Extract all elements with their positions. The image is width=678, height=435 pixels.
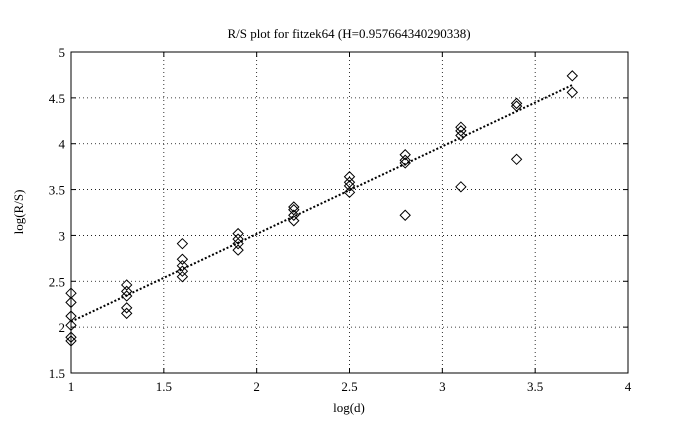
data-point [176,253,189,265]
data-point [120,302,133,314]
x-tick-label: 1 [68,379,75,394]
data-point [120,307,133,320]
data-point [566,86,579,99]
data-point [65,331,77,343]
x-tick-label: 3.5 [527,379,543,394]
data-point [455,129,467,142]
y-tick-label: 2.5 [49,274,65,289]
data-point [343,171,356,183]
data-point [65,335,77,347]
data-point [343,180,356,192]
data-point [65,319,77,332]
data-point [288,209,300,221]
data-point [120,279,133,291]
data-point [176,237,189,250]
data-point [288,204,300,216]
data-point [399,209,411,221]
y-tick-label: 5 [59,45,66,60]
x-tick-label: 3 [439,379,446,394]
data-point [176,270,189,283]
y-axis-label: log(R/S) [11,190,26,235]
x-tick-label: 4 [625,379,632,394]
x-tick-label: 1.5 [156,379,172,394]
y-tick-label: 3 [59,228,66,243]
fit-line [70,84,573,323]
data-point [65,296,77,309]
data-point [566,70,579,82]
data-point [455,181,467,193]
chart-title: R/S plot for fitzek64 (H=0.9576643402903… [227,26,470,41]
y-tick-label: 4 [59,137,66,152]
data-point [510,153,523,166]
data-point [510,97,523,110]
x-tick-label: 2 [253,379,260,394]
data-point [65,287,77,299]
y-tick-label: 4.5 [49,91,65,106]
data-point [399,149,411,161]
y-tick-label: 1.5 [49,366,65,381]
data-point [288,201,300,213]
data-point [455,125,467,137]
data-point [232,233,244,245]
y-tick-label: 2 [59,320,66,335]
x-axis-label: log(d) [333,400,365,415]
data-point [399,154,411,166]
data-point [288,215,300,227]
plot-frame [70,51,629,374]
data-point [176,259,189,272]
data-point [455,121,467,133]
data-point [176,265,189,277]
data-point [232,244,244,256]
y-tick-label: 3.5 [49,183,65,198]
x-tick-label: 2.5 [341,379,357,394]
